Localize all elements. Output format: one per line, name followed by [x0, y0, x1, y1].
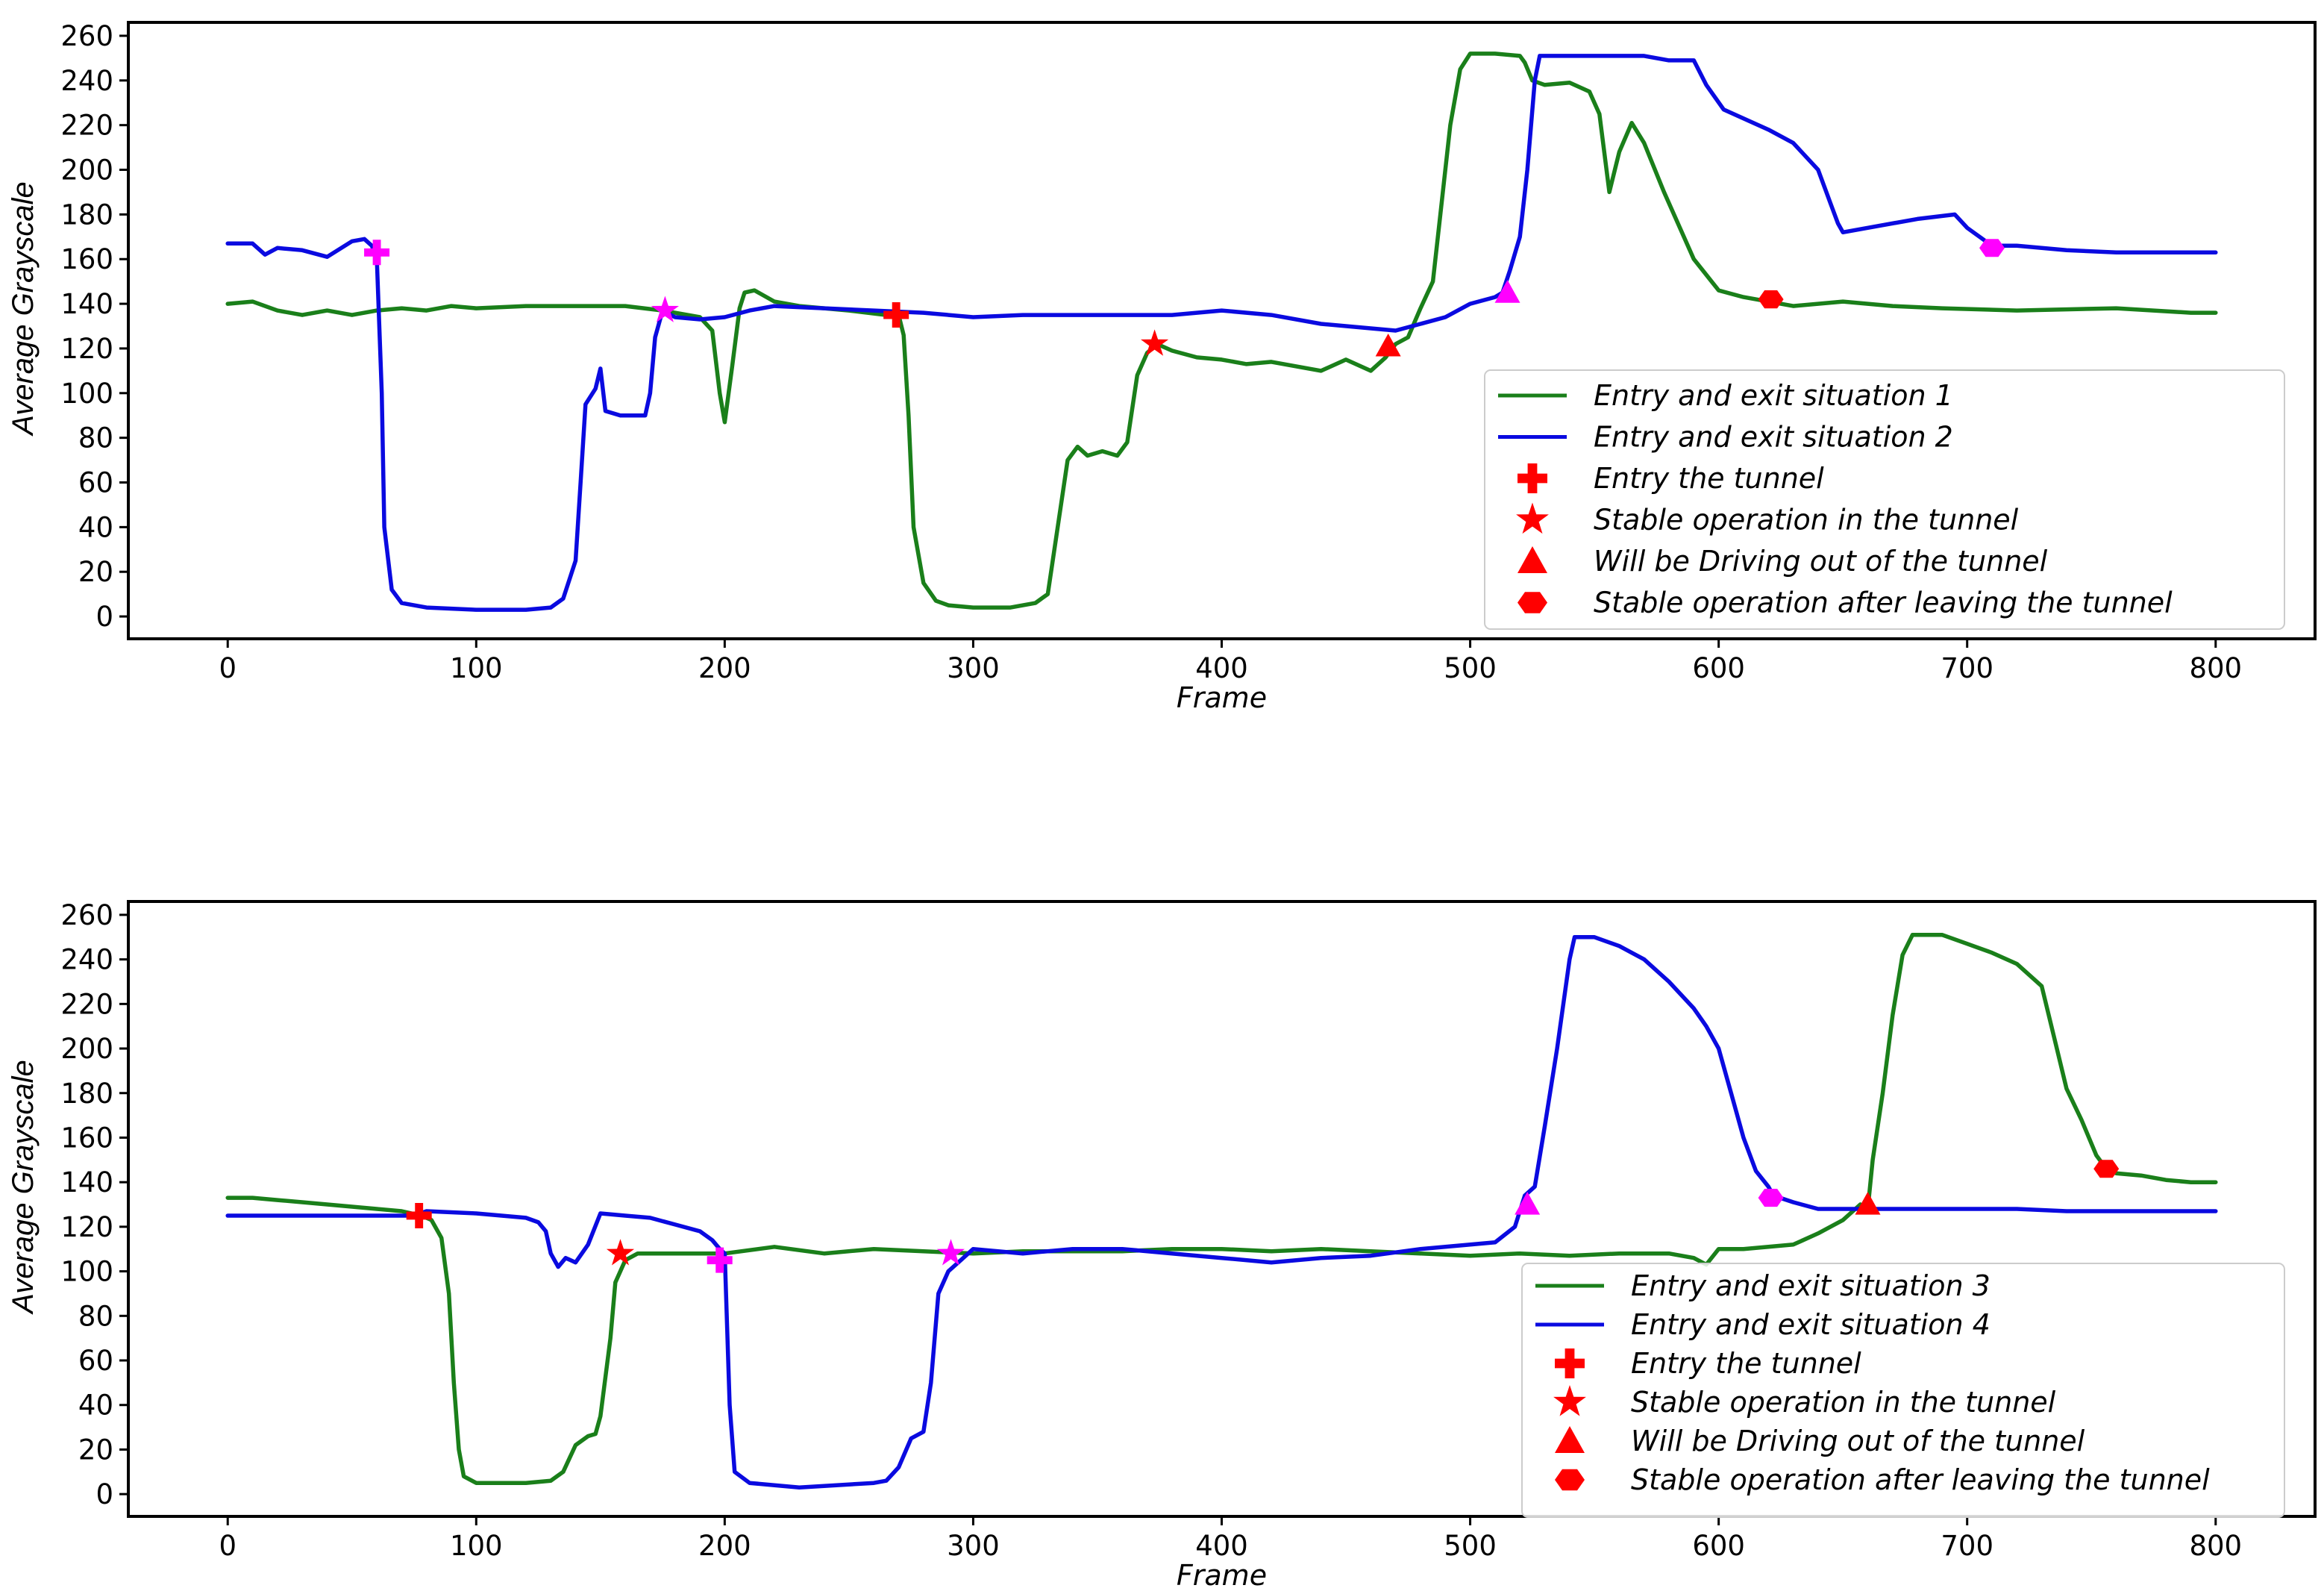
legend-label: Entry and exit situation 4	[1631, 1308, 1991, 1341]
marker-triangle	[1515, 1192, 1541, 1215]
y-axis-label: Average Grayscale	[7, 1060, 40, 1314]
y-tick-label: 240	[60, 944, 113, 976]
y-tick-label: 140	[60, 1166, 113, 1198]
y-tick-label: 80	[78, 1300, 113, 1332]
x-tick-label: 300	[947, 652, 1000, 684]
x-tick-label: 600	[1692, 1530, 1745, 1562]
marker-plus	[707, 1247, 733, 1273]
legend-label: Stable operation in the tunnel	[1631, 1386, 2056, 1419]
y-tick-label: 180	[60, 1078, 113, 1110]
legend-marker-star	[1516, 502, 1549, 534]
marker-hexagon	[1979, 239, 2005, 257]
y-tick-label: 40	[78, 1390, 113, 1422]
x-tick-label: 0	[219, 1530, 237, 1562]
y-tick-label: 160	[60, 243, 113, 275]
x-tick-label: 0	[219, 652, 237, 684]
legend-label: Entry the tunnel	[1594, 462, 1824, 495]
x-tick-label: 200	[698, 652, 751, 684]
y-tick-label: 60	[78, 467, 113, 499]
series-line-2	[225, 54, 2218, 612]
legend-box	[1484, 369, 2285, 630]
legend-marker-triangle	[1518, 546, 1547, 573]
plot-frame	[127, 900, 2317, 1518]
marker-star	[1141, 329, 1169, 356]
x-tick-label: 800	[2189, 1530, 2242, 1562]
x-axis-label: Frame	[1177, 1559, 1267, 1592]
legend-label: Will be Driving out of the tunnel	[1631, 1425, 2085, 1457]
legend-marker-hexagon	[1555, 1469, 1585, 1491]
y-axis-label: Average Grayscale	[7, 181, 40, 436]
series-line-1	[225, 51, 2218, 610]
marker-star	[606, 1239, 635, 1266]
chart-panel-top: 0 20 40 60 80 100 120 140 160 180 200 220 240 260 0 100…	[7, 20, 2317, 714]
marker-triangle	[1494, 280, 1520, 303]
y-tick-label: 260	[60, 899, 113, 931]
marker-hexagon	[2093, 1160, 2120, 1178]
y-tick-label: 140	[60, 288, 113, 320]
y-tick-label: 220	[60, 110, 113, 142]
y-tick-label: 40	[78, 511, 113, 543]
legend-marker-hexagon	[1518, 592, 1547, 613]
y-tick-label: 120	[60, 1211, 113, 1243]
series-line-2	[225, 935, 2218, 1490]
x-tick-label: 600	[1692, 652, 1745, 684]
y-tick-label: 0	[95, 1478, 113, 1510]
y-tick-label: 100	[60, 378, 113, 410]
marker-triangle	[1855, 1192, 1881, 1215]
legend-label: Entry and exit situation 1	[1594, 379, 1953, 412]
y-tick-label: 240	[60, 65, 113, 97]
series-line-1	[225, 933, 2218, 1485]
legend-marker-plus	[1555, 1348, 1585, 1378]
x-axis-label: Frame	[1177, 681, 1267, 714]
marker-plus	[406, 1202, 432, 1228]
plot-frame	[127, 21, 2317, 640]
y-tick-label: 20	[78, 556, 113, 588]
y-tick-label: 20	[78, 1434, 113, 1466]
x-tick-label: 100	[450, 652, 503, 684]
legend-marker-star	[1553, 1385, 1586, 1416]
legend-label: Stable operation in the tunnel	[1594, 504, 2019, 537]
legend-marker-plus	[1518, 463, 1547, 493]
x-tick-label: 300	[947, 1530, 1000, 1562]
x-tick-label: 500	[1444, 1530, 1497, 1562]
marker-star	[651, 296, 679, 322]
x-tick-label: 400	[1195, 652, 1248, 684]
y-tick-label: 160	[60, 1122, 113, 1154]
marker-star	[936, 1239, 965, 1266]
legend-label: Stable operation after leaving the tunne…	[1631, 1463, 2210, 1496]
x-tick-label: 700	[1941, 652, 1993, 684]
legend-label: Stable operation after leaving the tunne…	[1594, 587, 2173, 619]
legend-label: Will be Driving out of the tunnel	[1594, 545, 2048, 578]
y-tick-label: 200	[60, 1033, 113, 1065]
legend-box	[1521, 1263, 2285, 1518]
y-tick-label: 80	[78, 422, 113, 454]
x-tick-label: 500	[1444, 652, 1497, 684]
y-tick-label: 260	[60, 20, 113, 52]
legend-marker-triangle	[1555, 1426, 1585, 1453]
y-tick-label: 100	[60, 1256, 113, 1288]
legend-label: Entry and exit situation 2	[1594, 421, 1953, 454]
y-tick-label: 60	[78, 1345, 113, 1377]
y-tick-label: 200	[60, 154, 113, 187]
marker-plus	[883, 302, 909, 328]
legend-label: Entry and exit situation 3	[1631, 1269, 1991, 1302]
y-tick-label: 0	[95, 601, 113, 633]
x-tick-label: 100	[450, 1530, 503, 1562]
x-tick-label: 700	[1941, 1530, 1993, 1562]
chart-panel-bottom: 0 20 40 60 80 100 120 140 160 180 200 220 240 260 0 100…	[7, 899, 2317, 1592]
x-tick-label: 400	[1195, 1530, 1248, 1562]
marker-plus	[364, 240, 390, 266]
x-tick-label: 200	[698, 1530, 751, 1562]
y-tick-label: 180	[60, 199, 113, 231]
x-tick-label: 800	[2189, 652, 2242, 684]
marker-hexagon	[1758, 1189, 1784, 1207]
marker-triangle	[1375, 333, 1401, 357]
marker-hexagon	[1758, 290, 1784, 309]
legend-label: Entry the tunnel	[1631, 1347, 1861, 1380]
y-tick-label: 220	[60, 988, 113, 1020]
y-tick-label: 120	[60, 333, 113, 365]
